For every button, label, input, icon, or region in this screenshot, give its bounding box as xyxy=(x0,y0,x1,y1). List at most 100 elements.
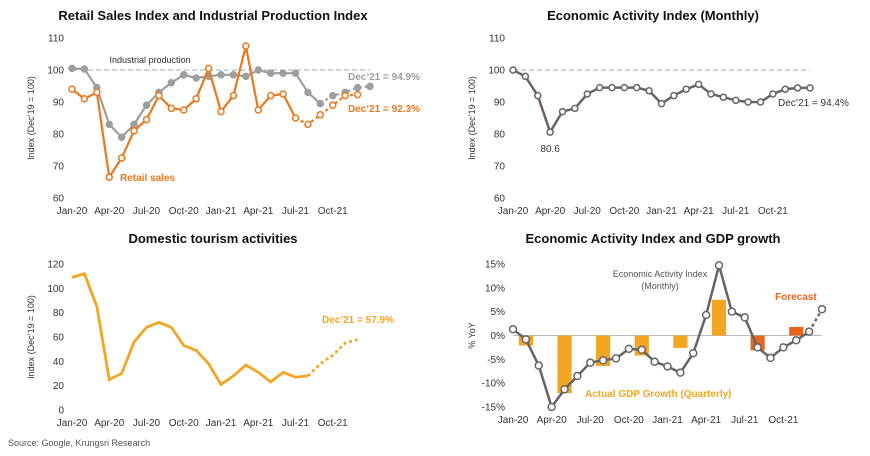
c2-data-point xyxy=(707,90,715,98)
c1-ytick-label: 100 xyxy=(47,66,64,77)
c1-ip-end-label: Dec’21 = 94.9% xyxy=(348,72,420,83)
c4-title: Economic Activity Index and GDP growth xyxy=(526,231,781,246)
c4-data-point xyxy=(804,327,814,336)
c1-data-point xyxy=(279,69,287,77)
c2-data-point xyxy=(546,128,554,136)
c4-ytick-label: -10% xyxy=(482,379,505,390)
c2-data-point xyxy=(595,83,604,92)
c1-xtick-label: Jul-20 xyxy=(133,206,161,217)
c2-ytick-label: 110 xyxy=(489,34,505,45)
c1-xtick-label: Oct-20 xyxy=(169,206,199,217)
c4-forecast-label: Forecast xyxy=(775,292,817,303)
c3-ytick-label: 20 xyxy=(53,381,65,392)
c4-data-point xyxy=(779,343,788,352)
c1-xtick-label: Oct-21 xyxy=(318,206,348,217)
c1-data-point xyxy=(304,120,312,129)
c2-data-point xyxy=(719,93,728,101)
c3-ytick-label: 60 xyxy=(53,333,65,344)
c4-data-point xyxy=(534,361,543,370)
c4-data-point xyxy=(766,353,775,363)
c2-data-point xyxy=(583,90,591,98)
c1-series-forecast-line xyxy=(294,93,358,126)
c2-data-point xyxy=(769,90,777,98)
c4-gdp-bar xyxy=(711,299,727,336)
c4-group: Economic Activity Index and GDP growth -1… xyxy=(467,231,827,426)
c2-data-point xyxy=(781,85,789,93)
c1-ytick-label: 80 xyxy=(53,130,65,141)
c4-ytick-label: -15% xyxy=(482,403,505,414)
c1-data-point xyxy=(242,42,250,50)
c3-xtick-label: Jul-20 xyxy=(133,418,161,429)
c1-data-point xyxy=(366,82,374,91)
c2-title: Economic Activity Index (Monthly) xyxy=(547,8,759,23)
c4-eai-label-line2: (Monthly) xyxy=(641,281,679,291)
source-note: Source: Google, Krungsri Research xyxy=(8,438,150,448)
c2-ytick-label: 90 xyxy=(494,98,506,109)
c1-data-point xyxy=(80,65,89,73)
c1-data-point xyxy=(130,120,138,129)
c1-xtick-label: Jan-20 xyxy=(57,206,88,217)
c1-xtick-label: Jul-21 xyxy=(282,206,310,217)
c4-data-point xyxy=(792,336,801,345)
c1-data-point xyxy=(68,85,76,93)
c4-gdp-bar xyxy=(789,326,804,336)
c1-data-point xyxy=(155,91,163,100)
c1-data-point xyxy=(229,91,238,100)
c1-data-point xyxy=(341,91,349,100)
c1-data-point xyxy=(279,90,287,98)
c2-data-point xyxy=(793,84,802,92)
c3-series-line xyxy=(71,272,309,387)
c1-ip-label: Industrial production xyxy=(109,55,190,65)
c2-xtick-label: Jul-20 xyxy=(574,206,602,217)
c4-data-point xyxy=(560,385,569,394)
c1-xtick-label: Apr-20 xyxy=(94,206,124,217)
c4-eai-label-line1: Economic Activity Index xyxy=(613,269,708,279)
c4-data-point xyxy=(611,354,621,363)
c2-xtick-label: Apr-21 xyxy=(684,206,714,217)
c4-data-point xyxy=(740,313,749,322)
c1-rs-end-label: Dec’21 = 92.3% xyxy=(348,104,420,115)
c2-data-point xyxy=(670,91,678,100)
c1-data-point xyxy=(254,66,262,74)
c1-data-point xyxy=(180,106,188,114)
c2-data-point xyxy=(694,80,703,89)
c2-data-point xyxy=(534,91,542,100)
c1-data-point xyxy=(142,115,151,124)
c2-xtick-label: Oct-20 xyxy=(609,206,639,217)
c1-data-point xyxy=(229,71,238,79)
c1-ytick-label: 70 xyxy=(53,162,65,173)
c2-ytick-label: 70 xyxy=(494,162,506,173)
c1-data-point xyxy=(93,88,101,97)
c2-xtick-label: Jul-21 xyxy=(722,206,750,217)
c2-xtick-label: Jan-21 xyxy=(646,206,677,217)
c3-xtick-label: Jan-20 xyxy=(57,418,88,429)
c1-rs-label: Retail sales xyxy=(120,173,175,184)
c4-data-point xyxy=(508,325,518,334)
c4-data-point xyxy=(586,358,595,367)
c4-data-point xyxy=(598,356,608,365)
c3-xtick-label: Oct-20 xyxy=(169,418,199,429)
c3-title: Domestic tourism activities xyxy=(128,231,297,246)
c2-data-point xyxy=(645,87,653,95)
c1-data-point xyxy=(192,74,200,82)
c2-xtick-label: Oct-21 xyxy=(758,206,788,217)
c1-data-point xyxy=(266,91,275,100)
c1-data-point xyxy=(316,99,325,108)
c2-data-point xyxy=(633,83,641,92)
c3-ytick-label: 0 xyxy=(58,406,64,417)
c4-xtick-label: Jan-20 xyxy=(498,415,529,426)
c4-data-point xyxy=(817,305,827,314)
c3-y-axis-label: Index (Dec’19 = 100) xyxy=(26,295,36,379)
c4-xtick-label: Jan-21 xyxy=(652,415,683,426)
c4-series-forecast-line xyxy=(808,308,824,333)
c4-data-point xyxy=(701,310,711,320)
c4-y-axis-label: % YoY xyxy=(467,322,477,349)
c4-data-point xyxy=(663,362,672,371)
c1-xtick-label: Jan-21 xyxy=(206,206,237,217)
c3-group: Domestic tourism activities 0 20 40 60 80 100 1… xyxy=(26,231,394,429)
c3-ytick-label: 40 xyxy=(53,357,65,368)
c4-ytick-label: -5% xyxy=(487,355,505,366)
c1-data-point xyxy=(167,104,176,113)
c1-data-point xyxy=(242,72,250,81)
